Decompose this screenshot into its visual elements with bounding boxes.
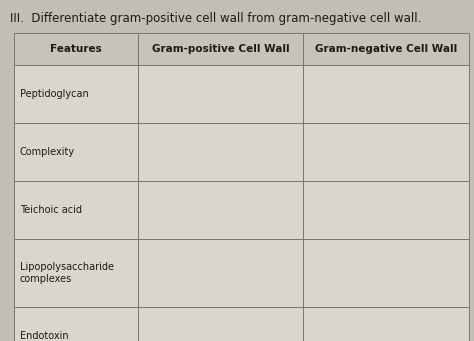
Text: Endotoxin: Endotoxin [20,331,69,341]
Text: Teichoic acid: Teichoic acid [20,205,82,215]
Text: Gram-positive Cell Wall: Gram-positive Cell Wall [152,44,290,54]
Text: Peptidoglycan: Peptidoglycan [20,89,89,99]
Text: Features: Features [50,44,102,54]
Text: Gram-negative Cell Wall: Gram-negative Cell Wall [315,44,457,54]
Text: III.  Differentiate gram-positive cell wall from gram-negative cell wall.: III. Differentiate gram-positive cell wa… [10,12,421,25]
Text: Lipopolysaccharide
complexes: Lipopolysaccharide complexes [20,262,114,284]
Text: Complexity: Complexity [20,147,75,157]
